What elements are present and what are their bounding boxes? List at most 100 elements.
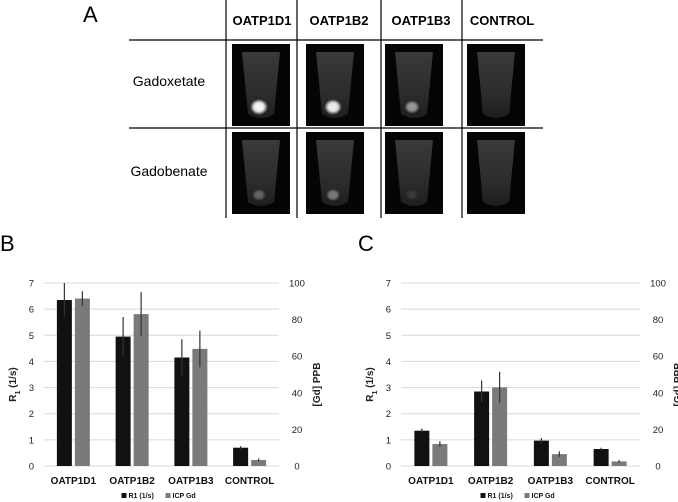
y-left-tick-label: 7 [29,279,34,290]
tube-shape [242,140,280,206]
x-category-label: OATP1D1 [408,476,454,487]
signal-spot [250,99,268,115]
bar-r1-oatp1b2 [115,336,131,466]
y-left-tick-label: 1 [29,435,34,446]
x-category-label: OATP1B3 [528,476,574,487]
tube-shape [395,140,433,206]
legend-swatch [524,493,530,498]
bar-icp-control [611,461,627,466]
row-label-gadoxetate: Gadoxetate [133,73,206,89]
signal-spot [252,189,266,201]
y-left-axis-label: R1 (1/s) [8,367,22,401]
y-left-tick-label: 3 [29,383,34,394]
panel-b-letter: B [0,231,15,256]
row-label-gadobenate: Gadobenate [130,163,207,179]
mri-image-gadobenate-control [467,132,525,214]
bar-icp-oatp1b3 [192,348,208,466]
chart-c: 0 1 2 3 4 5 6 7 0 20 40 60 80 100 R1 (1/s) [Gd] PPB OATP… [365,279,678,501]
y-right-tick-label: 20 [653,425,664,436]
bar-r1-oatp1d1 [414,430,430,466]
tube-shape [477,140,515,206]
y-right-tick-label: 0 [294,462,299,473]
y-left-tick-label: 1 [386,435,391,446]
col-header-oatp1d1: OATP1D1 [233,13,292,28]
x-category-label: OATP1D1 [51,476,97,487]
bar-icp-oatp1b2 [133,314,149,466]
signal-spot [325,188,341,202]
bar-r1-oatp1b3 [174,357,190,466]
bar-r1-oatp1b3 [533,440,549,466]
y-right-tick-label: 80 [292,315,303,326]
mri-image-gadoxetate-oatp1d1 [232,44,290,126]
legend-swatch [480,493,486,498]
y-left-tick-label: 0 [386,462,391,473]
bar-r1-oatp1d1 [56,299,72,466]
tube-shape [477,52,515,118]
bar-r1-oatp1b2 [474,391,490,466]
y-left-tick-label: 6 [29,305,34,316]
bar-icp-control [251,459,267,466]
legend-label: R1 (1/s) [488,493,513,500]
y-right-tick-label: 20 [292,425,303,436]
y-left-tick-label: 2 [386,409,391,420]
mri-image-gadobenate-oatp1d1 [232,132,290,214]
col-header-oatp1b2: OATP1B2 [310,13,369,28]
panel-a-table: OATP1D1 OATP1B2 OATP1B3 CONTROL Gadoxeta… [129,0,543,218]
bar-icp-oatp1d1 [74,298,90,466]
y-right-tick-label: 60 [292,352,303,363]
legend-label: ICP Gd [532,493,555,500]
mri-image-gadobenate-oatp1b3 [385,132,443,214]
signal-spot [405,189,419,201]
panel-c-letter: C [358,231,374,256]
bar-r1-control [593,449,609,466]
x-category-label: OATP1B3 [168,476,214,487]
bar-icp-oatp1b3 [551,454,567,466]
y-left-tick-label: 7 [386,279,391,290]
signal-spot [324,99,342,115]
y-right-tick-label: 40 [292,388,303,399]
y-left-tick-label: 5 [386,331,391,342]
bar-r1-control [233,447,249,466]
y-left-tick-label: 6 [386,305,391,316]
y-left-tick-label: 4 [386,357,391,368]
y-left-tick-label: 2 [29,409,34,420]
tube-shape [316,140,354,206]
mri-images [232,44,525,214]
col-header-oatp1b3: OATP1B3 [392,13,451,28]
y-right-tick-label: 100 [289,279,305,290]
legend-label: ICP Gd [173,493,196,500]
x-category-label: CONTROL [225,476,274,487]
bar-icp-oatp1d1 [432,444,448,466]
y-left-axis-label: R1 (1/s) [365,367,379,401]
x-category-label: OATP1B2 [468,476,514,487]
y-right-axis-label: [Gd] PPB [673,363,678,407]
y-left-tick-label: 0 [29,462,34,473]
y-left-tick-label: 4 [29,357,34,368]
signal-spot [404,100,420,114]
mri-image-gadobenate-oatp1b2 [306,132,364,214]
chart-b: 0 1 2 3 4 5 6 7 0 20 40 60 80 100 R1 (1/s) [Gd] PPB OATP… [8,279,323,501]
y-right-tick-label: 80 [653,315,664,326]
x-category-label: OATP1B2 [109,476,155,487]
legend-swatch [165,493,171,498]
mri-image-gadoxetate-control [467,44,525,126]
mri-image-gadoxetate-oatp1b3 [385,44,443,126]
mri-image-gadoxetate-oatp1b2 [306,44,364,126]
panel-a-letter: A [83,2,98,27]
y-right-tick-label: 100 [650,279,666,290]
tube-shape [242,52,280,118]
legend-swatch [121,493,127,498]
y-right-tick-label: 40 [653,388,664,399]
tube-shape [395,52,433,118]
y-left-tick-label: 3 [386,383,391,394]
col-header-control: CONTROL [470,13,534,28]
tube-shape [316,52,354,118]
y-right-tick-label: 60 [653,352,664,363]
y-right-tick-label: 0 [655,462,660,473]
y-right-axis-label: [Gd] PPB [312,363,323,407]
bar-icp-oatp1b2 [492,387,508,466]
legend-label: R1 (1/s) [129,493,154,500]
y-left-tick-label: 5 [29,331,34,342]
x-category-label: CONTROL [585,476,634,487]
